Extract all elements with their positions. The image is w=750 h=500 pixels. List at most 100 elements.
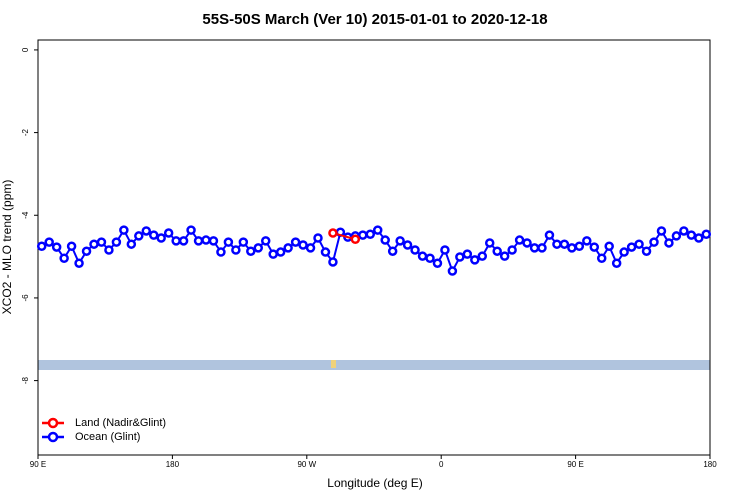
x-tick-label: 0 xyxy=(439,460,444,469)
legend-label: Ocean (Glint) xyxy=(75,431,140,443)
point xyxy=(231,245,241,255)
point xyxy=(395,236,405,246)
point xyxy=(462,249,473,259)
y-tick-label: -4 xyxy=(21,211,30,219)
point xyxy=(372,225,383,235)
point xyxy=(582,236,592,246)
point xyxy=(664,238,674,248)
point xyxy=(238,237,249,247)
point xyxy=(96,237,107,247)
point xyxy=(81,246,92,256)
point xyxy=(514,235,525,245)
point xyxy=(119,225,129,235)
point xyxy=(305,243,316,253)
y-tick-label: -8 xyxy=(21,376,30,384)
point xyxy=(193,236,204,246)
point xyxy=(559,239,570,249)
point xyxy=(111,237,122,247)
point xyxy=(619,247,629,257)
point xyxy=(328,228,338,238)
y-axis-label: XCO2 - MLO trend (ppm) xyxy=(0,180,14,315)
point xyxy=(537,243,547,253)
point xyxy=(290,237,301,247)
point xyxy=(425,253,435,263)
x-tick-label: 90 W xyxy=(297,460,316,469)
point xyxy=(567,243,577,253)
point xyxy=(275,247,286,257)
point xyxy=(604,241,614,252)
point xyxy=(126,239,137,249)
x-tick-label: 90 E xyxy=(567,460,583,469)
chart-title: 55S-50S March (Ver 10) 2015-01-01 to 202… xyxy=(202,11,547,28)
point xyxy=(148,230,159,240)
point xyxy=(380,235,390,245)
point xyxy=(447,266,458,276)
point xyxy=(694,233,704,243)
point xyxy=(544,230,555,240)
point xyxy=(611,258,622,268)
point xyxy=(529,243,540,253)
point xyxy=(455,252,465,262)
point xyxy=(701,229,712,240)
point xyxy=(246,246,256,256)
point xyxy=(44,237,54,247)
point xyxy=(201,235,211,245)
point xyxy=(626,242,637,252)
point xyxy=(163,228,174,238)
point xyxy=(141,226,152,236)
point xyxy=(89,239,99,249)
surface-band-land xyxy=(331,360,336,368)
point xyxy=(74,258,84,268)
point xyxy=(686,230,697,240)
point xyxy=(320,247,331,257)
point xyxy=(417,251,428,261)
point xyxy=(387,246,398,256)
point xyxy=(522,238,532,248)
point xyxy=(402,240,413,250)
point xyxy=(51,242,62,252)
point xyxy=(492,246,502,256)
x-tick-label: 90 E xyxy=(30,460,46,469)
point xyxy=(432,258,443,268)
point xyxy=(477,251,488,261)
legend-label: Land (Nadir&Glint) xyxy=(75,417,166,429)
point xyxy=(634,239,644,249)
x-tick-label: 180 xyxy=(703,460,717,469)
point xyxy=(589,242,600,252)
point xyxy=(679,226,689,236)
point xyxy=(223,237,234,247)
point xyxy=(253,243,264,253)
point xyxy=(574,241,585,252)
point xyxy=(484,238,495,248)
surface-band xyxy=(38,360,710,370)
point xyxy=(410,245,420,255)
point xyxy=(328,257,338,267)
point xyxy=(186,225,196,235)
point xyxy=(134,231,144,241)
point xyxy=(104,245,114,255)
point xyxy=(36,241,47,252)
point xyxy=(365,229,376,240)
point xyxy=(671,231,682,241)
x-tick-label: 180 xyxy=(166,460,180,469)
point xyxy=(552,239,562,249)
legend-marker xyxy=(47,417,59,429)
point xyxy=(641,246,652,256)
y-tick-label: -6 xyxy=(21,294,30,302)
point xyxy=(59,253,69,263)
legend-marker xyxy=(47,431,59,443)
point xyxy=(649,237,659,247)
point xyxy=(208,236,219,246)
point xyxy=(171,236,181,246)
point xyxy=(260,236,271,246)
x-axis-label: Longitude (deg E) xyxy=(327,476,422,490)
point xyxy=(470,255,480,265)
point xyxy=(156,233,166,243)
point xyxy=(298,240,308,250)
point xyxy=(507,245,517,255)
point xyxy=(178,236,189,246)
point xyxy=(283,243,293,253)
point xyxy=(656,226,667,236)
point xyxy=(440,245,450,255)
